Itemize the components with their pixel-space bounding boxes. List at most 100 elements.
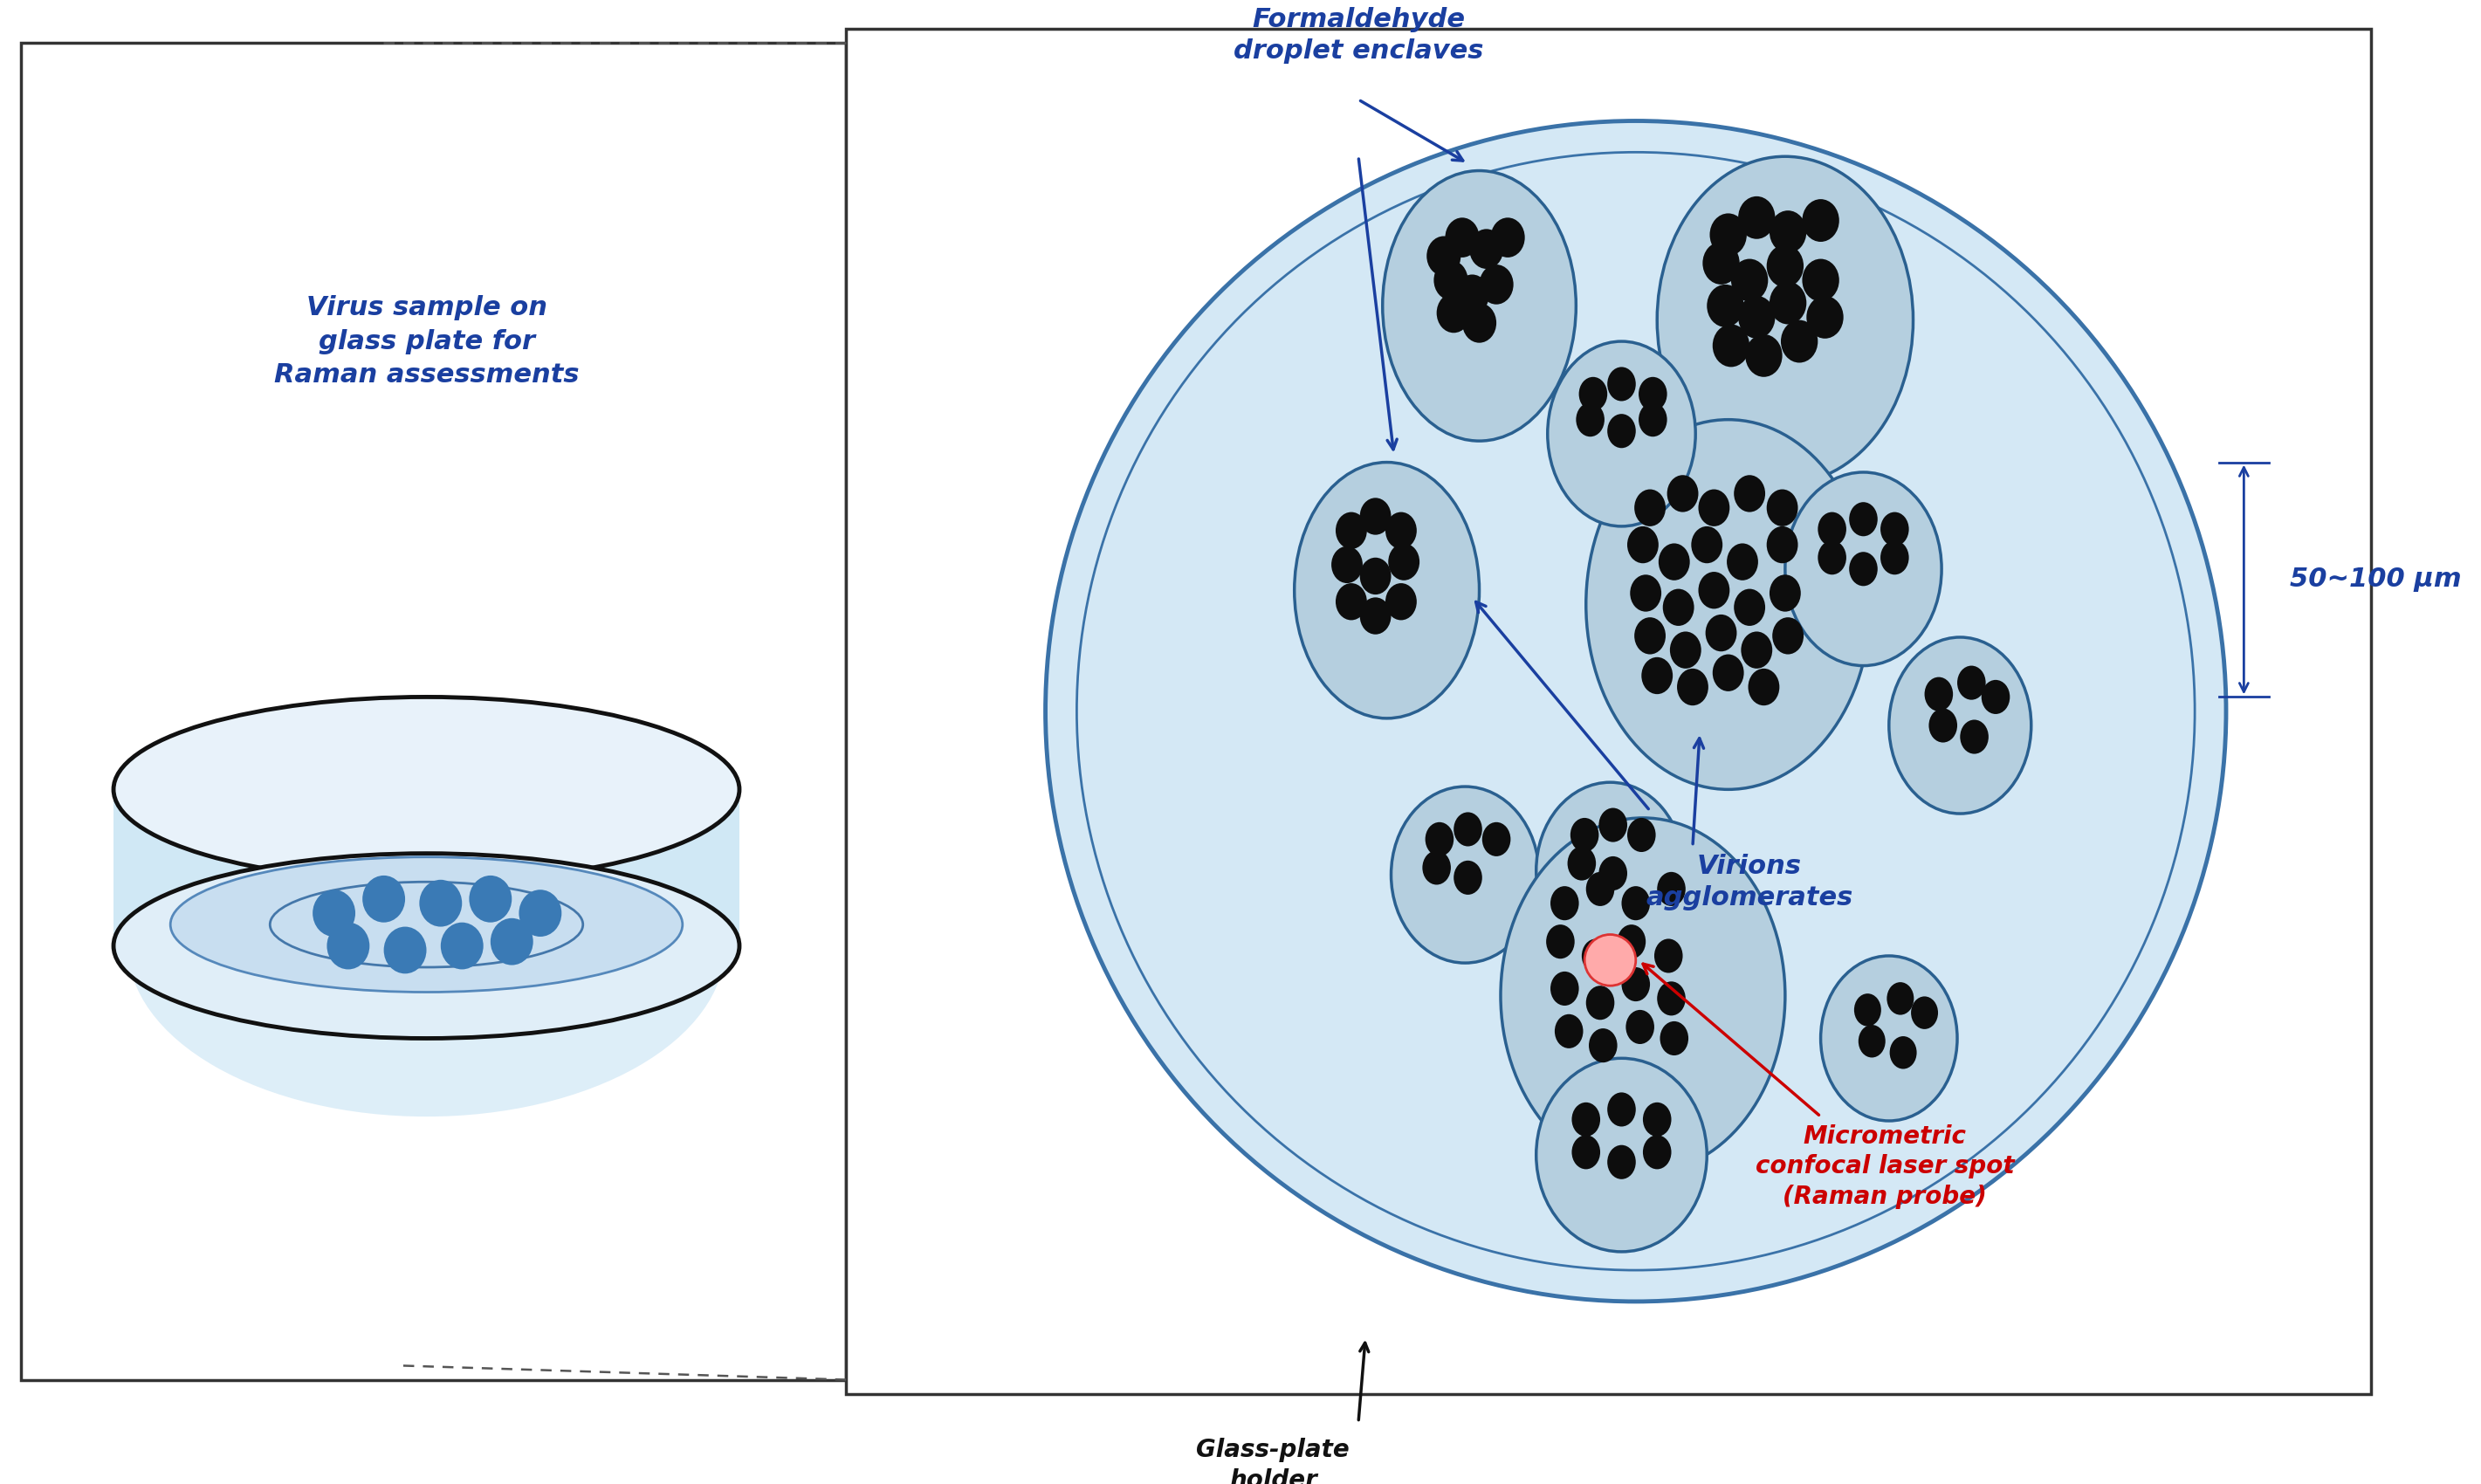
Ellipse shape [1766,490,1799,527]
Text: Virions
agglomerates: Virions agglomerates [1645,853,1853,910]
Ellipse shape [1360,558,1392,595]
Ellipse shape [1422,850,1451,884]
Ellipse shape [1570,818,1598,852]
Ellipse shape [1766,527,1799,564]
Ellipse shape [1583,939,1610,974]
Ellipse shape [1335,512,1367,549]
Ellipse shape [491,919,533,965]
Ellipse shape [1573,1103,1600,1137]
Ellipse shape [1910,996,1938,1028]
Ellipse shape [1657,156,1913,484]
Ellipse shape [1618,925,1645,959]
Ellipse shape [1642,1135,1672,1169]
Ellipse shape [1699,490,1729,527]
Circle shape [1045,120,2225,1301]
Ellipse shape [1670,632,1702,668]
Ellipse shape [1925,677,1953,711]
Text: Formaldehyde
droplet enclaves: Formaldehyde droplet enclaves [1233,7,1484,64]
Ellipse shape [1427,236,1461,276]
Ellipse shape [519,890,561,936]
Ellipse shape [1630,574,1662,611]
Ellipse shape [1546,925,1575,959]
Ellipse shape [1444,218,1479,257]
Ellipse shape [1781,321,1819,362]
Ellipse shape [1769,282,1806,325]
Ellipse shape [1657,543,1690,580]
Ellipse shape [1588,1028,1618,1063]
Ellipse shape [1335,583,1367,620]
Ellipse shape [1732,258,1769,301]
Text: 50~100 μm: 50~100 μm [2290,567,2461,592]
Ellipse shape [1677,668,1709,705]
Ellipse shape [1536,1058,1707,1251]
Ellipse shape [1360,497,1392,534]
Ellipse shape [1295,463,1479,718]
Ellipse shape [1384,512,1417,549]
Ellipse shape [1881,540,1908,574]
Ellipse shape [1766,245,1804,288]
Ellipse shape [1392,787,1538,963]
Ellipse shape [1699,571,1729,608]
Ellipse shape [1960,720,1990,754]
Ellipse shape [1734,475,1764,512]
Ellipse shape [1707,285,1744,326]
Ellipse shape [1637,377,1667,411]
Ellipse shape [1642,1103,1672,1137]
Ellipse shape [1642,657,1672,695]
Text: Micrometric
confocal laser spot
(Raman probe): Micrometric confocal laser spot (Raman p… [1754,1123,2015,1209]
Ellipse shape [1704,614,1737,651]
Ellipse shape [327,923,370,969]
Bar [20,43,846,1380]
Ellipse shape [1548,341,1695,527]
Ellipse shape [1635,617,1665,654]
Ellipse shape [1608,414,1635,448]
Ellipse shape [1928,708,1958,742]
Ellipse shape [1623,886,1650,920]
Ellipse shape [1578,377,1608,411]
Ellipse shape [1727,543,1759,580]
Ellipse shape [1749,668,1779,705]
Ellipse shape [1848,552,1878,586]
Ellipse shape [1657,981,1685,1015]
Ellipse shape [1556,1014,1583,1048]
Text: Glass-plate
holder: Glass-plate holder [1196,1438,1350,1484]
Ellipse shape [1332,546,1362,583]
Ellipse shape [1801,199,1838,242]
Text: Virus sample on
glass plate for
Raman assessments: Virus sample on glass plate for Raman as… [273,295,578,387]
Ellipse shape [1454,861,1481,895]
Ellipse shape [1360,598,1392,634]
Ellipse shape [1667,475,1699,512]
Ellipse shape [1848,502,1878,536]
Ellipse shape [1424,822,1454,856]
Ellipse shape [1575,402,1605,436]
Ellipse shape [1585,420,1871,789]
Ellipse shape [1702,242,1739,285]
Ellipse shape [1712,325,1749,367]
Ellipse shape [1853,994,1881,1027]
Ellipse shape [1709,214,1747,257]
Ellipse shape [1819,540,1846,574]
Ellipse shape [114,697,739,881]
Ellipse shape [419,880,461,926]
Ellipse shape [1888,982,1913,1015]
Ellipse shape [1958,666,1985,700]
Ellipse shape [1456,275,1489,315]
Ellipse shape [1623,968,1650,1002]
Ellipse shape [1819,512,1846,546]
Ellipse shape [1801,258,1838,301]
Ellipse shape [1982,680,2010,714]
Ellipse shape [1858,1025,1886,1058]
Ellipse shape [171,856,682,993]
Ellipse shape [362,876,404,923]
Ellipse shape [1891,1036,1918,1068]
Ellipse shape [1479,264,1513,304]
Ellipse shape [1769,574,1801,611]
Ellipse shape [1481,822,1511,856]
Ellipse shape [1436,292,1471,332]
Ellipse shape [1628,527,1657,564]
Ellipse shape [1469,229,1503,269]
Ellipse shape [1551,972,1578,1006]
Ellipse shape [1888,637,2032,813]
Ellipse shape [1806,295,1843,338]
Ellipse shape [1598,807,1628,841]
